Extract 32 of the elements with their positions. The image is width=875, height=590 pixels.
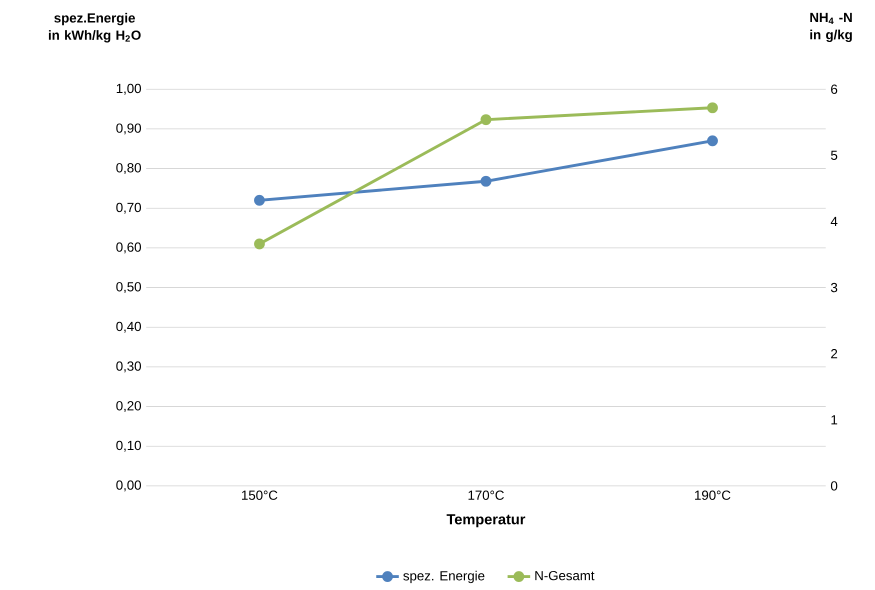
x-tick-label: 150°C xyxy=(242,490,278,500)
y-tick-label: 0,60 xyxy=(116,242,141,254)
point xyxy=(254,194,265,206)
y-axis-title: spez.Energie in kWh/kg H$_{2}$O xyxy=(48,12,141,42)
y-tick-label: 0,20 xyxy=(116,401,141,412)
y-tick-label: 0,90 xyxy=(116,123,141,134)
x-tick-label: 170°C xyxy=(468,490,504,500)
point xyxy=(707,102,718,114)
point xyxy=(480,176,492,187)
y2-axis-title: NH$_{4}$ -N in g/kg xyxy=(810,12,852,42)
y-tick-label: 0,40 xyxy=(116,322,141,333)
y-tick-label: 0,70 xyxy=(116,202,141,214)
y2-tick-label: 6 xyxy=(831,84,838,94)
legend-label: N-Gesamt xyxy=(535,570,594,580)
y-tick-label: 0,00 xyxy=(116,480,141,492)
point xyxy=(254,238,265,250)
x-axis-title: Temperatur xyxy=(446,514,526,528)
y-tick-label: 1,00 xyxy=(116,84,141,95)
y-tick-label: 0,10 xyxy=(116,440,141,452)
y2-tick-label: 1 xyxy=(831,415,838,424)
y2-tick-label: 5 xyxy=(830,150,838,160)
y2-tick-label: 3 xyxy=(830,282,838,292)
y2-tick-label: 0 xyxy=(830,481,838,491)
y-tick-label: 0,30 xyxy=(116,361,141,372)
point xyxy=(480,114,492,126)
y-tick-label: 0,50 xyxy=(116,282,141,294)
x-tick-label: 190°C xyxy=(695,490,730,500)
point xyxy=(707,135,718,146)
y-tick-label: 0,80 xyxy=(116,163,141,174)
legend-label: spez. Energie xyxy=(403,570,484,584)
y2-tick-label: 4 xyxy=(830,216,838,226)
y2-tick-label: 2 xyxy=(831,349,838,358)
